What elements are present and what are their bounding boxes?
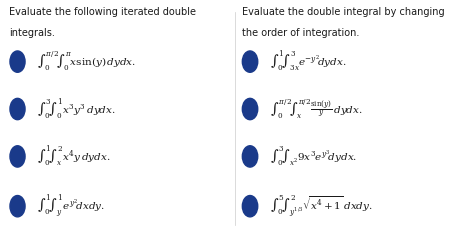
Text: $\int_0^{\pi/2}\!\int_x^{\pi/2} \frac{\sin(y)}{y}\,dydx.$: $\int_0^{\pi/2}\!\int_x^{\pi/2} \frac{\s… (270, 97, 363, 121)
Text: $\int_0^{3}\!\int_{x^2}^{} 9x^3e^{y^3}\!dydx.$: $\int_0^{3}\!\int_{x^2}^{} 9x^3e^{y^3}\!… (270, 145, 357, 168)
Text: $\int_0^{\pi/2}\!\int_0^{\pi} x\sin(y)\,dydx.$: $\int_0^{\pi/2}\!\int_0^{\pi} x\sin(y)\,… (37, 50, 137, 73)
Ellipse shape (10, 51, 25, 72)
Text: the order of integration.: the order of integration. (242, 28, 359, 38)
Ellipse shape (242, 51, 258, 72)
Text: $\int_0^{1}\!\int_y^{1} e^{y^2}\!dxdy.$: $\int_0^{1}\!\int_y^{1} e^{y^2}\!dxdy.$ (37, 192, 105, 220)
Ellipse shape (10, 196, 25, 217)
Text: $\int_0^{1}\!\int_{3x}^{3} e^{-y^2}\!dydx.$: $\int_0^{1}\!\int_{3x}^{3} e^{-y^2}\!dyd… (270, 49, 346, 74)
Text: $\int_0^{5}\!\int_{y^{1/3}}^{2} \sqrt{x^4+1}\,dxdy.$: $\int_0^{5}\!\int_{y^{1/3}}^{2} \sqrt{x^… (270, 193, 373, 219)
Text: Evaluate the following iterated double: Evaluate the following iterated double (9, 7, 196, 17)
Text: integrals.: integrals. (9, 28, 55, 38)
Ellipse shape (10, 98, 25, 120)
Text: $\int_0^{1}\!\int_x^{2} x^4y\,dydx.$: $\int_0^{1}\!\int_x^{2} x^4y\,dydx.$ (37, 144, 111, 169)
Ellipse shape (242, 196, 258, 217)
Text: $\int_0^{3}\!\int_0^{1} x^3y^3\,dydx.$: $\int_0^{3}\!\int_0^{1} x^3y^3\,dydx.$ (37, 96, 116, 122)
Ellipse shape (10, 146, 25, 167)
Text: Evaluate the double integral by changing: Evaluate the double integral by changing (242, 7, 444, 17)
Ellipse shape (242, 146, 258, 167)
Ellipse shape (242, 98, 258, 120)
